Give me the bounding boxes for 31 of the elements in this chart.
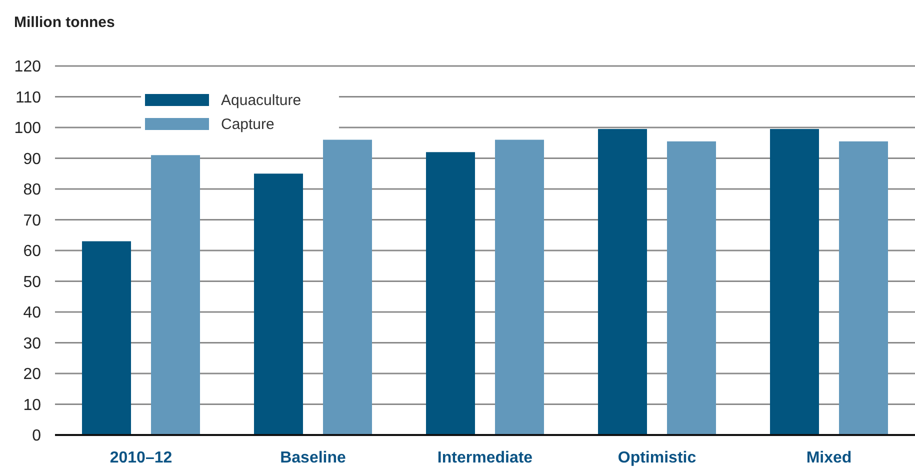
- y-tick-label: 90: [23, 150, 42, 168]
- bar: [839, 141, 888, 435]
- y-tick-label: 20: [23, 366, 42, 384]
- bar: [598, 129, 647, 435]
- bar: [770, 129, 819, 435]
- bar: [82, 241, 131, 435]
- y-tick-label: 50: [23, 274, 42, 291]
- x-tick-label: Optimistic: [618, 449, 696, 466]
- bar: [323, 140, 372, 435]
- y-tick-label: 120: [14, 58, 42, 76]
- x-tick-label: Mixed: [806, 449, 852, 466]
- y-tick-label: 10: [23, 396, 42, 414]
- x-tick-label: 2010–12: [110, 449, 172, 466]
- bar: [151, 155, 200, 435]
- bar: [667, 141, 716, 435]
- y-tick-label: 30: [23, 335, 42, 352]
- y-tick-label: 100: [14, 120, 42, 138]
- legend-label: Aquaculture: [221, 92, 302, 108]
- x-tick-label: Baseline: [280, 449, 346, 466]
- y-tick-label: 40: [23, 304, 42, 322]
- legend-label: Capture: [221, 116, 274, 132]
- bar: [254, 174, 303, 435]
- y-tick-label: 80: [23, 182, 42, 199]
- y-tick-label: 110: [15, 89, 42, 106]
- bar: [495, 140, 544, 435]
- bar: [426, 152, 475, 435]
- y-tick-label: 0: [32, 428, 42, 445]
- x-tick-label: Intermediate: [437, 449, 533, 466]
- y-tick-label: 60: [23, 243, 42, 260]
- y-tick-label: 70: [23, 212, 42, 230]
- y-axis-title: Million tonnes: [14, 14, 115, 31]
